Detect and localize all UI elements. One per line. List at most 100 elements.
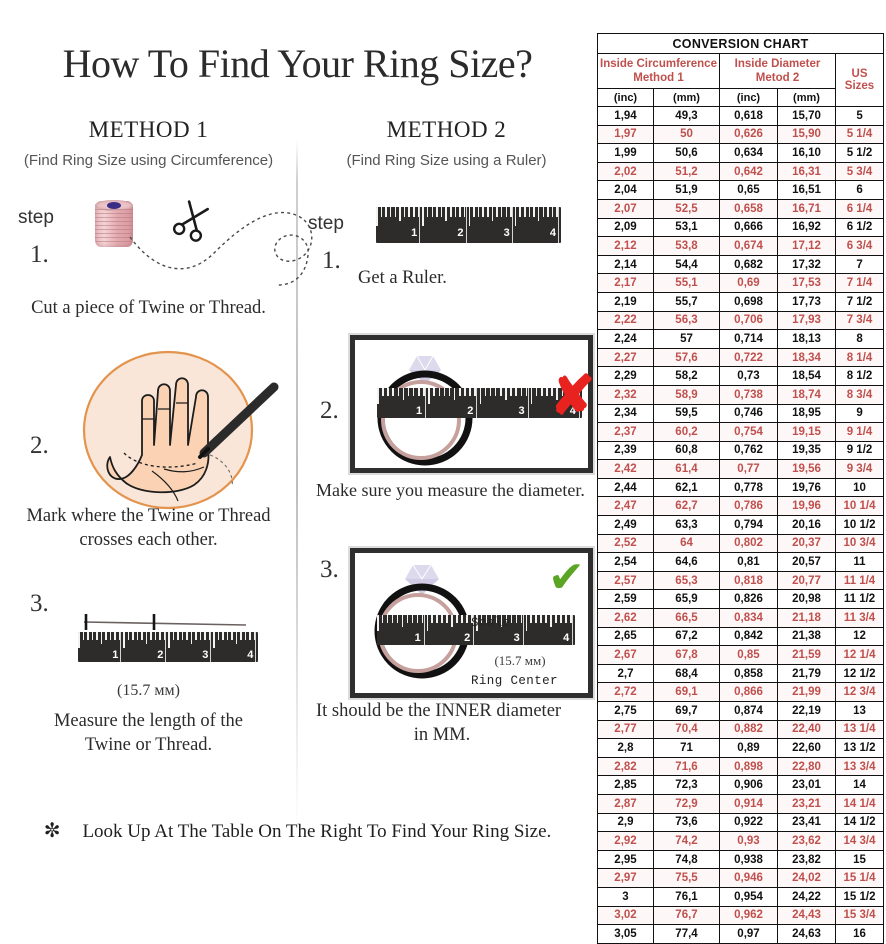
ruler-tick: [445, 207, 447, 222]
table-row: 2,87 72,9 0,914 23,21 14 1/4: [597, 793, 885, 814]
table-row: 2,02 51,2 0,642 16,31 5 3/4: [597, 161, 885, 182]
table-cell: 16,31: [777, 161, 836, 182]
table-cell: 0,882: [719, 719, 778, 740]
table-cell: 73,6: [653, 812, 720, 833]
table-cell: 17,73: [777, 291, 836, 312]
ruler-tick: [533, 207, 535, 218]
ruler-tick: [408, 207, 410, 218]
table-cell: 0,938: [719, 849, 778, 870]
ruler-tick: [195, 632, 197, 641]
table-cell: 14 3/4: [834, 831, 885, 851]
table-cell: 23,82: [777, 849, 836, 870]
table-cell: 5 1/4: [834, 124, 885, 145]
ruler-tick: [524, 207, 526, 218]
ruler-tick: [222, 632, 224, 641]
method-1-step-3-caption-line1: Measure the length of the: [53, 711, 244, 731]
ruler-tick: [394, 207, 396, 218]
ruler-label: 4: [247, 648, 254, 661]
table-row: 2,92 74,2 0,93 23,62 14 3/4: [597, 831, 885, 851]
ruler-tick: [403, 207, 406, 218]
table-cell: 8: [834, 329, 885, 349]
ruler-tick: [399, 207, 401, 222]
table-cell: 15 3/4: [834, 905, 885, 926]
ruler-label: 1: [112, 648, 119, 661]
ruler-label: 3: [513, 631, 520, 644]
table-row: 2,65 67,2 0,842 21,38 12: [597, 626, 885, 647]
table-cell: 8 1/2: [834, 366, 885, 386]
table-cell: 23,01: [777, 775, 836, 795]
table-cell: 0,898: [719, 756, 778, 777]
table-cell: 20,37: [777, 533, 836, 554]
ruler-tick: [561, 388, 563, 397]
ruler-tick: [163, 632, 165, 641]
table-row: 2,39 60,8 0,762 19,35 9 1/2: [597, 440, 885, 461]
table-cell: 18,74: [777, 384, 836, 405]
table-cell: 0,946: [719, 868, 778, 888]
table-cell: 57: [653, 329, 720, 349]
ruler-tick: [240, 632, 242, 641]
ruler-tick: [186, 632, 188, 641]
ruler-label: 4: [563, 631, 570, 644]
table-cell: 18,54: [777, 366, 836, 386]
table-row: 3,05 77,4 0,97 24,63 16: [597, 924, 885, 944]
table-cell: 2,22: [597, 310, 654, 331]
table-cell: 2,8: [597, 738, 654, 758]
table-row: 2,24 57 0,714 18,13 8: [597, 329, 885, 349]
ruler-tick: [141, 632, 143, 641]
table-cell: 11 1/2: [834, 589, 885, 610]
table-cell: 0,642: [719, 161, 778, 182]
step-number-m1-1: 1.: [30, 241, 49, 268]
table-row: 2,17 55,1 0,69 17,53 7 1/4: [597, 273, 885, 293]
table-cell: 2,49: [597, 515, 654, 535]
table-cell: 2,62: [597, 608, 654, 628]
ruler-tick: [418, 388, 420, 397]
method-2-step-1-caption: Get a Ruler.: [358, 268, 447, 288]
method-1-subtitle: (Find Ring Size using Circumference): [23, 152, 274, 169]
method-2-title: METHOD 2: [386, 117, 507, 142]
table-cell: 0,762: [719, 440, 778, 461]
table-cell: 9: [834, 403, 885, 424]
table-cell: 17,12: [777, 236, 836, 256]
table-cell: 68,4: [653, 663, 720, 684]
ruler-tick: [468, 207, 470, 226]
ruler-label: 2: [457, 226, 464, 239]
table-cell: 18,95: [777, 403, 836, 424]
footnote: ✼ Look Up At The Table On The Right To Fi…: [0, 818, 595, 843]
ruler-tick: [505, 207, 507, 218]
ruler-tick: [570, 615, 572, 624]
table-cell: 0,834: [719, 608, 778, 628]
method-2-column: METHOD 2 (Find Ring Size using a Ruler) …: [298, 115, 595, 875]
ruler-tick: [466, 615, 468, 624]
table-cell: 0,746: [719, 403, 778, 424]
ruler-tick: [377, 388, 379, 404]
table-cell: 49,3: [653, 106, 720, 126]
ruler-tick: [566, 388, 569, 397]
table-cell: 19,35: [777, 440, 836, 461]
vertical-divider: [296, 140, 298, 830]
table-cell: 14 1/4: [834, 793, 885, 814]
ruler-tick: [560, 615, 562, 624]
table-cell: 2,67: [597, 645, 654, 665]
ruler-tick: [479, 388, 481, 404]
table-row: 2,62 66,5 0,834 21,18 11 3/4: [597, 608, 885, 628]
group-header-circumference-line2: Method 1: [633, 72, 684, 84]
ruler-tick: [387, 388, 389, 397]
table-cell: 54,4: [653, 254, 720, 275]
method-2-step-3-caption-line1: It should be the INNER diameter: [316, 701, 562, 721]
ring-on-ruler-wrong-icon: 1 2 3 4: [348, 333, 595, 475]
ruler-tick: [453, 388, 456, 400]
asterisk-icon: ✼: [43, 820, 61, 842]
table-cell: 11 3/4: [834, 608, 885, 628]
table-cell: 2,65: [597, 626, 654, 647]
table-cell: 0,754: [719, 422, 778, 442]
table-cell: 0,658: [719, 198, 778, 219]
table-row: 2,59 65,9 0,826 20,98 11 1/2: [597, 589, 885, 610]
table-row: 2,7 68,4 0,858 21,79 12 1/2: [597, 663, 885, 684]
method-1-column: METHOD 1 (Find Ring Size using Circumfer…: [0, 115, 313, 875]
ruler-tick: [154, 632, 156, 641]
hand-with-pen-icon: [68, 345, 293, 520]
table-cell: 0,874: [719, 701, 778, 721]
table-cell: 19,76: [777, 477, 836, 498]
ruler-tick: [389, 207, 392, 218]
